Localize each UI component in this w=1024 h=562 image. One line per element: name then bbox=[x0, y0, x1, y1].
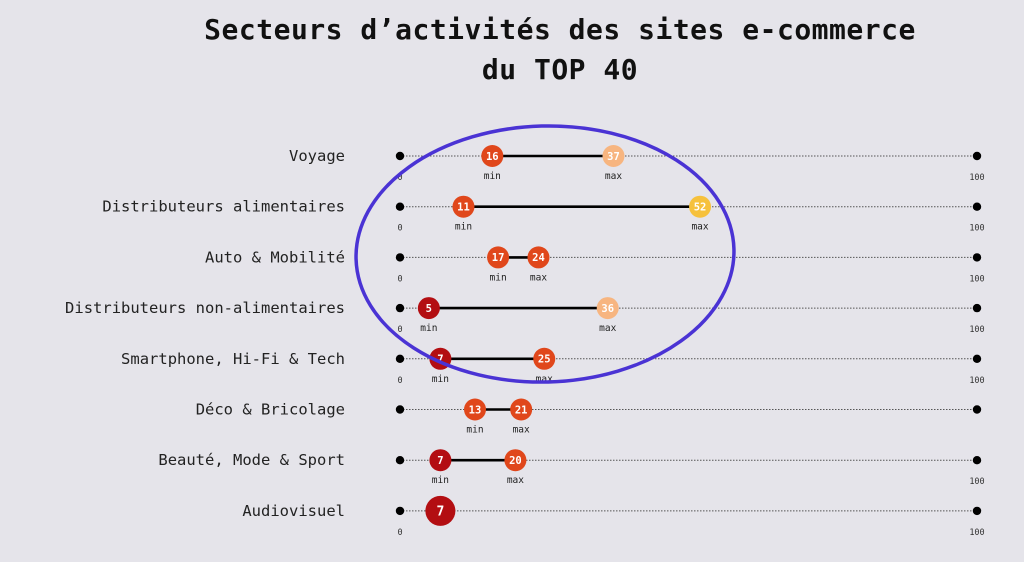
max-value: 21 bbox=[515, 404, 528, 416]
tick-label-high: 100 bbox=[969, 325, 984, 335]
max-point bbox=[689, 195, 712, 218]
row-0: Voyage 0 100 16 min 37 max bbox=[289, 145, 985, 183]
max-label: max bbox=[536, 374, 553, 385]
category-label: Smartphone, Hi-Fi & Tech bbox=[121, 350, 345, 368]
tick-label-low: 0 bbox=[397, 173, 402, 183]
max-value: 25 bbox=[538, 354, 551, 366]
track-end-dot bbox=[972, 456, 982, 465]
max-label: max bbox=[599, 323, 616, 334]
tick-label-low: 0 bbox=[397, 274, 402, 284]
track-end-dot bbox=[972, 303, 982, 313]
min-point bbox=[481, 145, 504, 167]
track-start-dot bbox=[395, 253, 405, 262]
category-label: Audiovisuel bbox=[242, 502, 345, 520]
category-label: Voyage bbox=[289, 147, 345, 165]
min-label: min bbox=[420, 323, 437, 334]
min-point bbox=[487, 246, 510, 269]
min-value: 7 bbox=[437, 455, 443, 467]
min-label: min bbox=[466, 425, 483, 436]
chart-title: Secteurs d’activités des sites e-commerc… bbox=[204, 13, 916, 86]
track-end-dot bbox=[972, 151, 982, 161]
track-start-dot bbox=[395, 202, 405, 211]
min-value: 7 bbox=[437, 354, 443, 366]
track-start-dot bbox=[395, 151, 405, 161]
row-1: Distributeurs alimentaires 0 100 11 min 52 max bbox=[102, 195, 985, 234]
track-start-dot bbox=[395, 354, 405, 363]
max-label: max bbox=[507, 475, 524, 486]
tick-label-high: 100 bbox=[969, 224, 984, 234]
max-point bbox=[527, 246, 550, 269]
track-start-dot bbox=[395, 405, 405, 414]
tick-label-low: 0 bbox=[397, 376, 402, 386]
min-point bbox=[464, 398, 487, 421]
max-value: 36 bbox=[601, 303, 614, 315]
row-5: Déco & Bricolage 13 min 21 max bbox=[196, 398, 982, 436]
min-point bbox=[429, 449, 452, 472]
tick-label-high: 100 bbox=[969, 528, 984, 538]
category-label: Distributeurs non-alimentaires bbox=[65, 299, 345, 317]
max-label: max bbox=[605, 171, 622, 182]
row-6: Beauté, Mode & Sport 100 7 min 20 max bbox=[158, 449, 985, 487]
max-point bbox=[596, 297, 619, 320]
max-label: max bbox=[691, 222, 708, 233]
point-value: 7 bbox=[436, 504, 444, 519]
max-value: 24 bbox=[532, 252, 545, 264]
min-point bbox=[417, 297, 440, 320]
min-label: min bbox=[490, 272, 507, 283]
track-start-dot bbox=[395, 303, 405, 313]
annotation-ellipse bbox=[354, 124, 736, 384]
tick-label-high: 100 bbox=[969, 274, 984, 284]
max-point bbox=[510, 398, 533, 421]
tick-label-high: 100 bbox=[969, 477, 984, 487]
row-3: Distributeurs non-alimentaires 0 100 5 min 36… bbox=[65, 297, 985, 335]
row-4: Smartphone, Hi-Fi & Tech 0 100 7 min 25 max bbox=[121, 347, 985, 386]
track-end-dot bbox=[972, 253, 982, 262]
max-value: 52 bbox=[694, 202, 707, 214]
track-end-dot bbox=[972, 354, 982, 363]
min-value: 11 bbox=[457, 202, 470, 214]
min-value: 5 bbox=[426, 303, 432, 315]
category-label: Déco & Bricolage bbox=[196, 401, 345, 419]
min-value: 13 bbox=[469, 404, 482, 416]
track-end-dot bbox=[972, 506, 982, 516]
min-label: min bbox=[432, 374, 449, 385]
tick-label-high: 100 bbox=[969, 173, 984, 183]
category-label: Auto & Mobilité bbox=[205, 248, 345, 266]
min-label: min bbox=[455, 222, 472, 233]
max-label: max bbox=[530, 272, 547, 283]
tick-label-low: 0 bbox=[397, 224, 402, 234]
min-value: 17 bbox=[492, 252, 505, 264]
min-label: min bbox=[432, 475, 449, 486]
max-value: 37 bbox=[607, 151, 620, 163]
min-value: 16 bbox=[486, 151, 499, 163]
data-point bbox=[425, 495, 456, 526]
max-point bbox=[533, 347, 556, 370]
track-start-dot bbox=[395, 456, 405, 465]
max-point bbox=[504, 449, 527, 472]
track-end-dot bbox=[972, 405, 982, 414]
tick-label-high: 100 bbox=[969, 376, 984, 386]
track-end-dot bbox=[972, 202, 982, 211]
max-label: max bbox=[513, 425, 530, 436]
min-label: min bbox=[484, 171, 501, 182]
row-7: Audiovisuel 0 100 7 bbox=[242, 495, 985, 538]
category-label: Beauté, Mode & Sport bbox=[158, 451, 345, 469]
max-value: 20 bbox=[509, 455, 522, 467]
min-point bbox=[452, 195, 475, 218]
tick-label-low: 0 bbox=[397, 528, 402, 538]
max-point bbox=[602, 145, 625, 167]
row-2: Auto & Mobilité 0 100 17 min 24 max bbox=[205, 246, 985, 284]
category-label: Distributeurs alimentaires bbox=[102, 198, 345, 216]
tick-label-low: 0 bbox=[397, 325, 402, 335]
track-start-dot bbox=[395, 506, 405, 516]
